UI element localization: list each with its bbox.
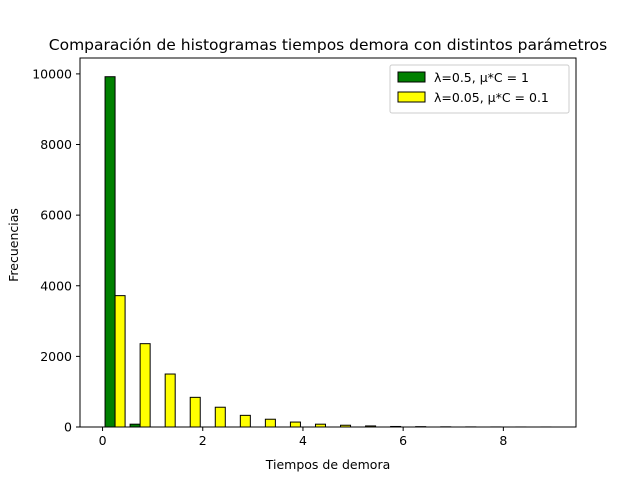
- legend-box: [389, 64, 570, 114]
- plot-frame: [79, 57, 577, 428]
- x-tick-label: 4: [299, 433, 307, 448]
- legend-swatch-series-1: [397, 71, 426, 83]
- bar-series-2-bin-4: [189, 396, 201, 428]
- y-axis-title: Frecuencias: [6, 208, 21, 282]
- bar-series-2-bin-6: [239, 414, 251, 428]
- bar-series-2-bin-1: [114, 295, 126, 428]
- x-tick-label: 2: [199, 433, 207, 448]
- y-tick-label: 2000: [40, 349, 72, 364]
- bar-series-2-bin-7: [264, 418, 276, 428]
- x-axis-title: Tiempos de demora: [265, 457, 391, 472]
- y-tick-label: 4000: [40, 278, 72, 293]
- x-tick-label: 8: [499, 433, 507, 448]
- bar-series-2-bin-3: [164, 373, 176, 428]
- legend: λ=0.5, μ*C = 1 λ=0.05, μ*C = 0.1: [389, 64, 570, 114]
- legend-swatch-series-2: [397, 91, 426, 103]
- legend-label-series-1: λ=0.5, μ*C = 1: [434, 70, 529, 85]
- axes-layer: 0 2 4 6 8 0 2000 4000 6000 8000 10000: [32, 57, 577, 448]
- bar-series-2-bin-2: [139, 343, 151, 428]
- y-tick-label: 8000: [40, 137, 72, 152]
- bar-series-2-bin-8: [289, 421, 301, 428]
- legend-label-series-2: λ=0.05, μ*C = 0.1: [434, 90, 549, 105]
- x-tick-label: 6: [399, 433, 407, 448]
- chart-title: Comparación de histogramas tiempos demor…: [49, 36, 607, 54]
- bar-series-1-bin-1: [104, 76, 116, 428]
- x-tick-label: 0: [99, 433, 107, 448]
- y-tick-label: 10000: [32, 66, 72, 81]
- bar-series-2-bin-5: [214, 406, 226, 428]
- y-tick-label: 0: [64, 420, 72, 435]
- y-tick-label: 6000: [40, 208, 72, 223]
